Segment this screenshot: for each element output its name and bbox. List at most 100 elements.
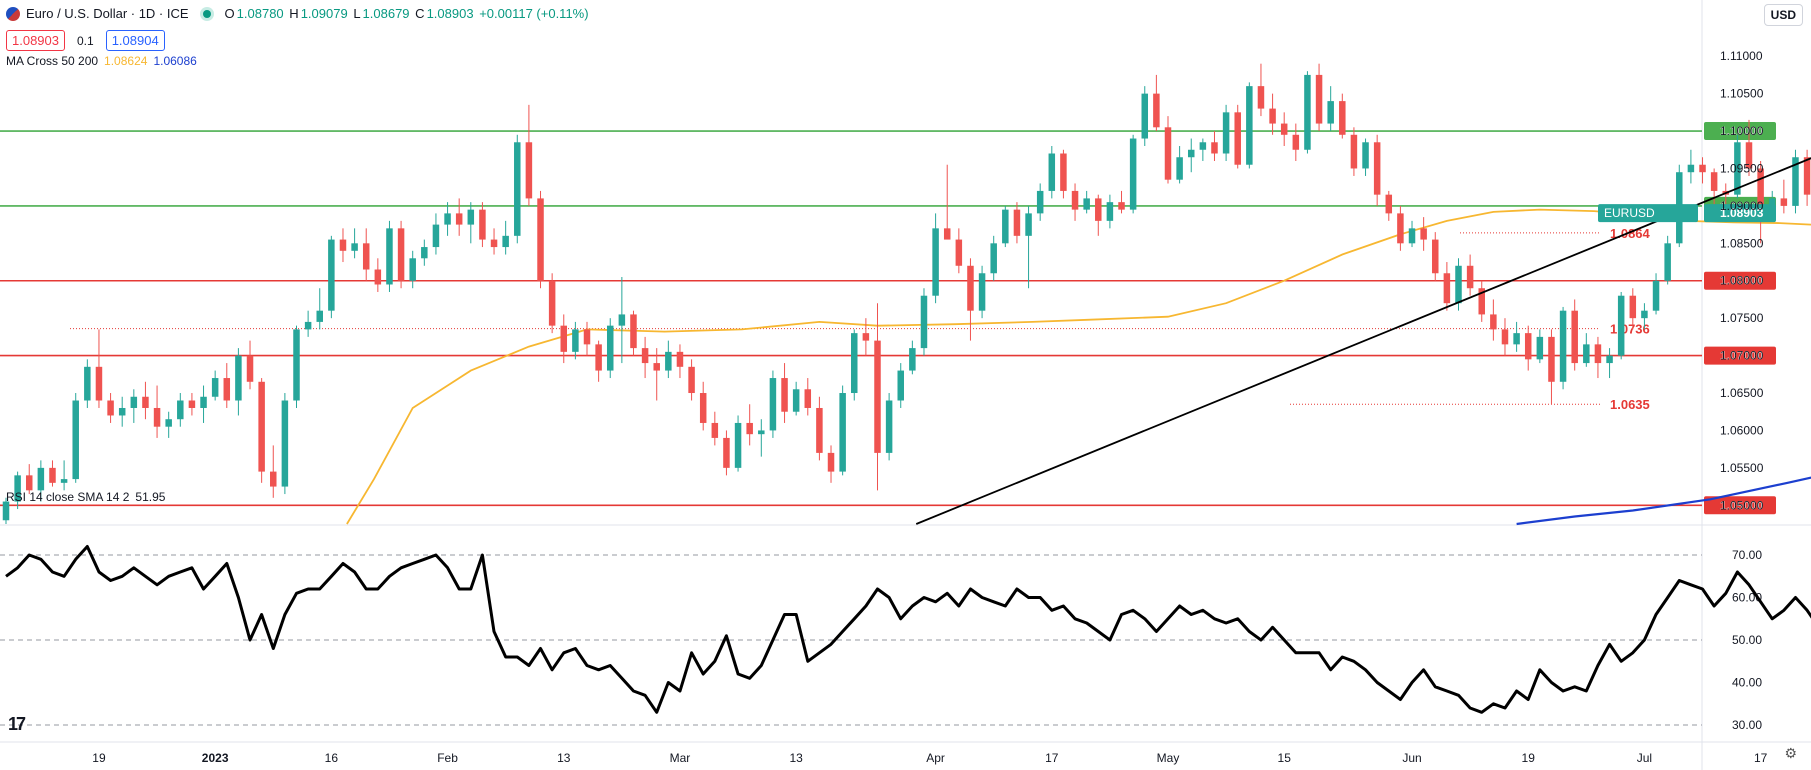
- symbol-header: Euro / U.S. Dollar · 1D · ICE O 1.08780 H…: [6, 6, 591, 21]
- settings-gear-icon[interactable]: ⚙: [1784, 745, 1797, 761]
- euro-flag-icon: [6, 6, 20, 21]
- price-tick-label: 1.08500: [1720, 236, 1764, 250]
- dotted-level-label: 1.0736: [1610, 322, 1650, 337]
- time-tick-label: 13: [789, 751, 803, 765]
- candle-body: [270, 471, 277, 487]
- spread-value: 0.1: [77, 33, 94, 48]
- candle-body: [606, 325, 614, 371]
- candle-body: [95, 366, 103, 401]
- candle-body: [641, 348, 649, 364]
- candle-body: [455, 213, 463, 225]
- candle-body: [862, 333, 870, 341]
- rsi-tick-label: 40.00: [1732, 676, 1762, 690]
- candle-body: [165, 419, 172, 427]
- time-tick-label: 13: [557, 751, 571, 765]
- candle-body: [1432, 239, 1439, 274]
- candle-body: [978, 273, 986, 311]
- trendline-layer: EURUSD 1.08903: [915, 157, 1811, 525]
- candle-body: [1141, 93, 1149, 139]
- dotted-level-label: 1.0635: [1610, 397, 1650, 412]
- candle-body: [769, 378, 777, 431]
- time-tick-label: 16: [325, 751, 339, 765]
- candle-body: [1234, 112, 1241, 165]
- open-value: 1.08780: [236, 6, 284, 21]
- rsi-tick-label: 50.00: [1732, 633, 1762, 647]
- candle-body: [618, 314, 626, 326]
- candle-body: [1536, 336, 1544, 360]
- candle-body: [1025, 213, 1032, 236]
- candle-body: [1629, 295, 1637, 319]
- ohlc-readout: O 1.08780 H 1.09079 L 1.08679 C 1.08903 +0.0…: [224, 6, 589, 21]
- market-open-icon: [202, 9, 211, 18]
- candle-body: [1199, 142, 1207, 150]
- axis-layer: 1.11000 1.10500 1.10000 1.09500 1.09000 1.085…: [92, 49, 1768, 765]
- sell-button[interactable]: 1.08903: [6, 30, 65, 51]
- candle-body: [1792, 157, 1799, 206]
- candle-body: [920, 295, 928, 349]
- close-value: 1.08903: [426, 6, 474, 21]
- candle-body: [211, 378, 219, 397]
- ma50-value: 1.08624: [104, 54, 148, 68]
- candle-body: [1002, 209, 1009, 244]
- price-tick-label: 1.05000: [1720, 498, 1764, 512]
- rsi-tick-label: 70.00: [1732, 548, 1762, 562]
- candle-body: [572, 329, 579, 352]
- candle-body: [351, 243, 358, 251]
- candle-body: [107, 400, 114, 416]
- high-value: 1.09079: [300, 6, 348, 21]
- candle-body: [467, 209, 475, 225]
- candle-body: [386, 228, 393, 285]
- candle-body: [827, 452, 835, 472]
- candle-body: [479, 209, 486, 240]
- rsi-value: 51.95: [135, 490, 166, 504]
- symbol-tag-label: EURUSD: [1604, 206, 1655, 220]
- candle-body: [1478, 288, 1485, 315]
- ma-legend[interactable]: MA Cross 50 200 1.08624 1.06086: [6, 54, 197, 68]
- candle-body: [130, 396, 138, 408]
- rsi-tick-label: 30.00: [1732, 718, 1762, 732]
- candle-body: [967, 265, 974, 311]
- level-tag-label: 1.10000: [1720, 124, 1764, 138]
- symbol-title[interactable]: Euro / U.S. Dollar · 1D · ICE: [26, 6, 189, 21]
- candle-body: [723, 437, 730, 468]
- candle-body: [60, 479, 68, 483]
- candle-body: [339, 239, 347, 251]
- candle-body: [200, 396, 207, 408]
- candle-body: [1664, 243, 1671, 281]
- price-tick-label: 1.07500: [1720, 311, 1764, 325]
- last-price-tag: [1704, 204, 1776, 223]
- price-tick-label: 1.08000: [1720, 274, 1764, 288]
- candle-body: [432, 224, 440, 248]
- candle-body: [1443, 273, 1451, 304]
- levels-layer: 1.100001.090001.080001.070001.050001.086…: [0, 122, 1776, 515]
- candle-body: [1176, 157, 1183, 180]
- candle-body: [1455, 265, 1462, 304]
- price-tick-label: 1.10000: [1720, 124, 1764, 138]
- candle-body: [37, 467, 45, 491]
- rsi-legend[interactable]: RSI 14 close SMA 14 2 51.95: [6, 490, 165, 504]
- candle-body: [711, 422, 719, 438]
- ma200-line: [1516, 476, 1811, 526]
- candle-body: [142, 396, 149, 408]
- currency-selector[interactable]: USD: [1763, 4, 1803, 26]
- candle-body: [1524, 333, 1532, 360]
- buy-button[interactable]: 1.08904: [105, 30, 165, 51]
- candle-body: [223, 378, 231, 401]
- candle-body: [746, 422, 753, 435]
- candle-body: [1257, 86, 1265, 109]
- candle-body: [84, 366, 91, 401]
- time-tick-label: 17: [1754, 751, 1768, 765]
- candle-body: [188, 400, 196, 408]
- candle-body: [118, 407, 126, 416]
- candle-body: [1501, 329, 1509, 345]
- price-tick-label: 1.09000: [1720, 199, 1764, 213]
- price-tick-label: 1.07000: [1720, 349, 1764, 363]
- price-tick-label: 1.11000: [1720, 49, 1763, 63]
- level-tag: [1704, 271, 1776, 290]
- candle-body: [1768, 198, 1776, 210]
- time-tick-label: May: [1157, 751, 1180, 765]
- candle-body: [630, 314, 637, 349]
- ma-indicator-label: MA Cross 50 200: [6, 54, 99, 68]
- level-tag: [1704, 122, 1776, 141]
